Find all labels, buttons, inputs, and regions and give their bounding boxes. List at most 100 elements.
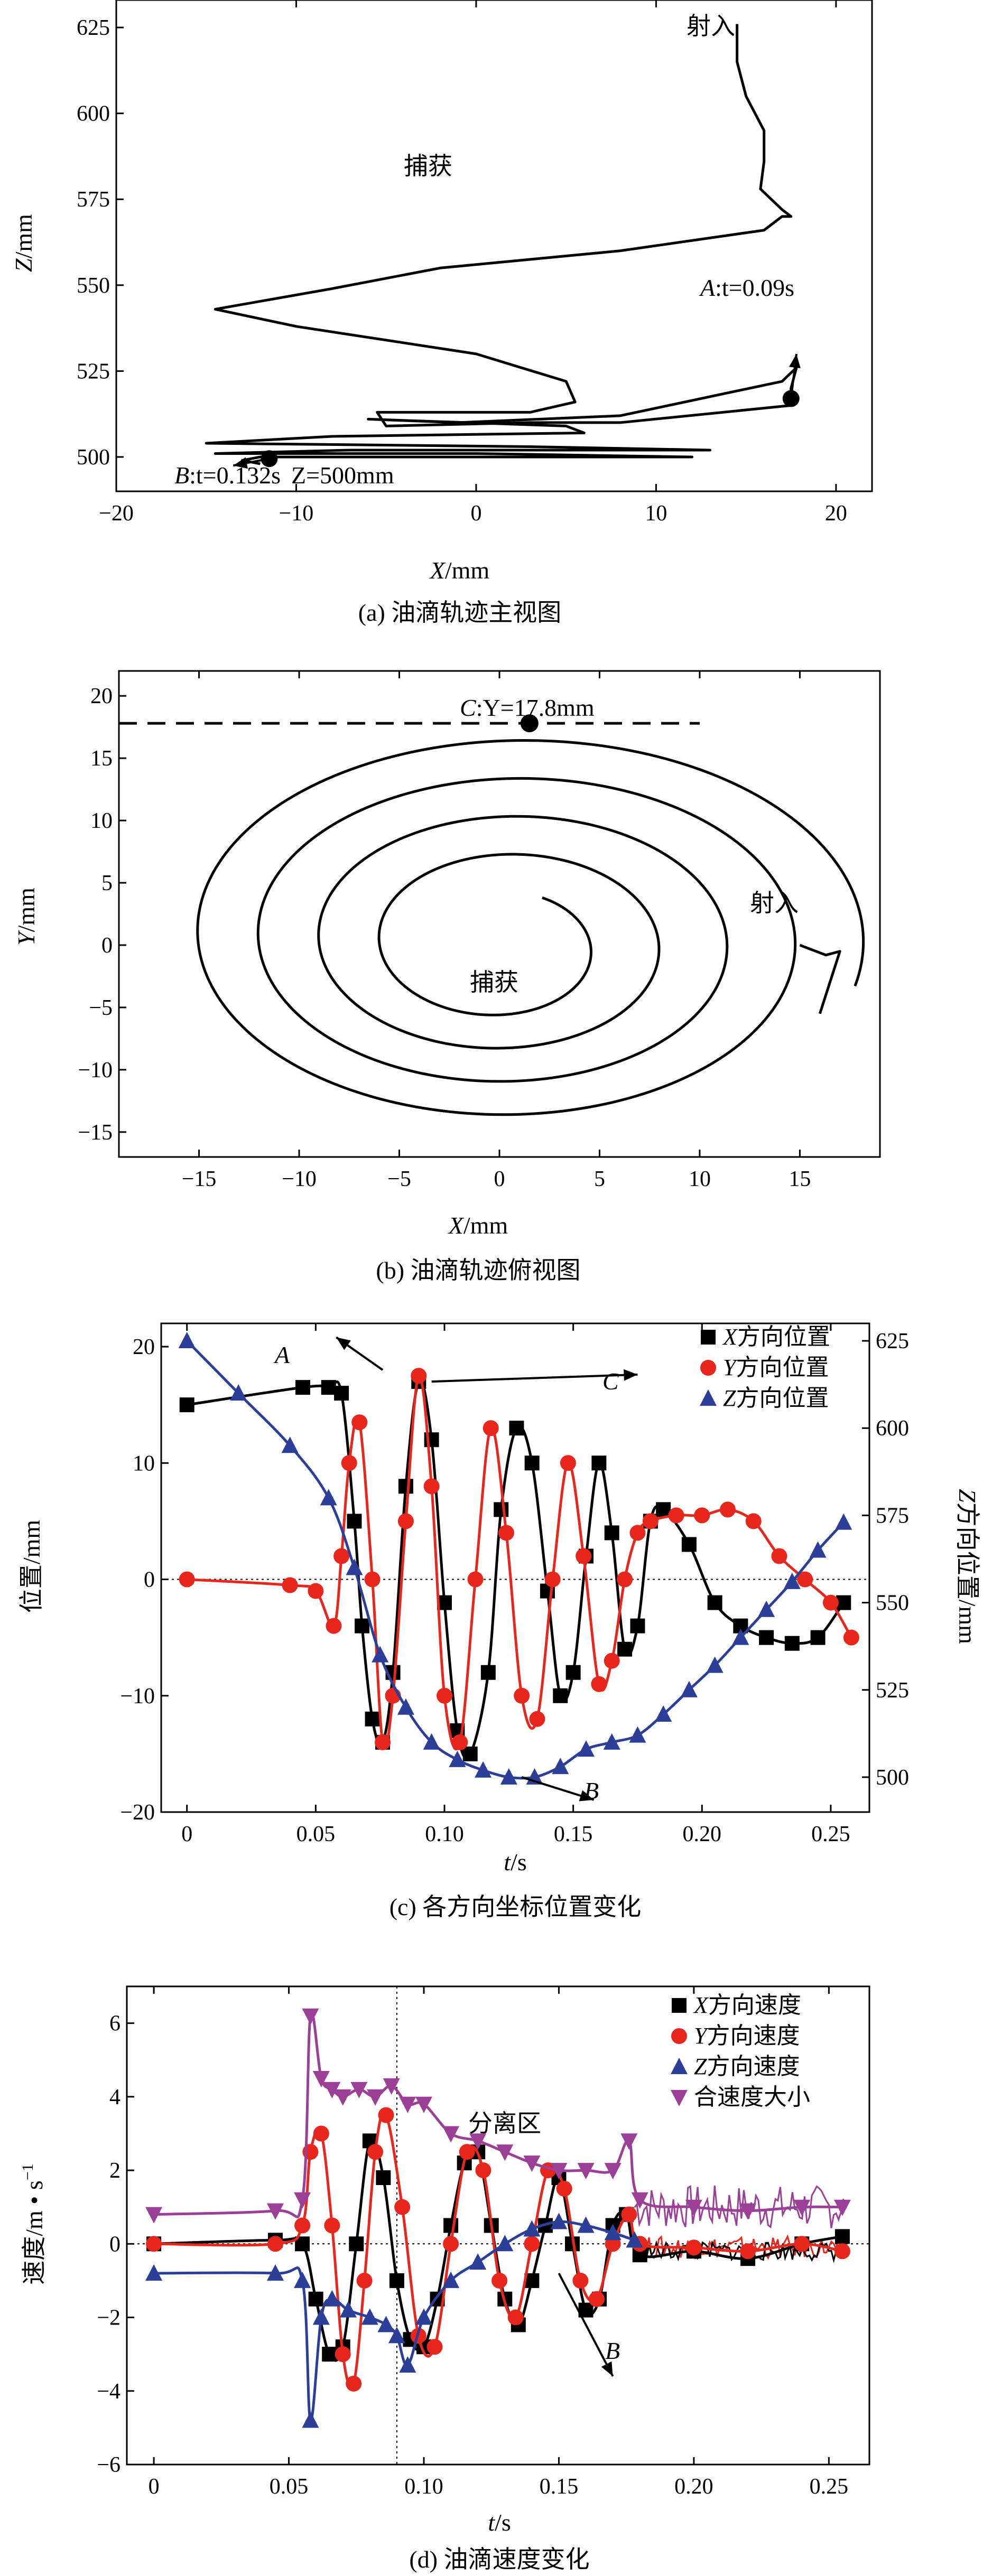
panel-b-x-ticks: −15 −10 −5 0 5 10 15: [182, 671, 811, 1191]
panel-a-point-a-marker: [782, 390, 800, 407]
panel-c-marker-y: [467, 1571, 484, 1588]
panel-d-marker-resultant: [312, 2071, 330, 2088]
panel-d-marker-z: [442, 2271, 460, 2288]
panel-d-marker-y: [621, 2206, 637, 2223]
panel-c-series-line-x: [187, 1379, 845, 1759]
panel-a-x-tick-label: −20: [99, 501, 134, 526]
panel-b-inject-label: 射入: [750, 890, 799, 917]
panel-b-y-tick-label: 0: [101, 934, 113, 958]
panel-b-y-tick-label: 20: [90, 684, 113, 708]
panel-c-legend-label-y: Y方向位置: [723, 1355, 829, 1380]
panel-c-caption: (c) 各方向坐标位置变化: [390, 1893, 642, 1920]
panel-c-marker-z: [397, 1698, 414, 1715]
panel-d-x-axis-label: t/s: [488, 2509, 511, 2536]
panel-d-marker-resultant: [442, 2126, 460, 2143]
panel-a-y-tick-label: 525: [77, 359, 110, 384]
panel-c-marker-z: [178, 1332, 196, 1349]
panel-c-x-tick-label: 0.10: [425, 1822, 464, 1846]
panel-c-y2-tick-label: 500: [876, 1766, 909, 1790]
panel-c-x-tick-label: 0.05: [296, 1822, 336, 1846]
panel-d-marker-resultant: [383, 2078, 400, 2095]
panel-d-y-tick-label: 2: [109, 2159, 120, 2183]
panel-c-marker-x: [334, 1386, 349, 1401]
panel-d-marker-z: [388, 2327, 405, 2344]
panel-b-y-tick-label: −5: [89, 996, 113, 1020]
panel-d-y-tick-label: 0: [109, 2232, 120, 2256]
panel-a-x-axis-label: X/mm: [429, 557, 490, 584]
panel-b-x-tick-label: 15: [789, 1167, 811, 1191]
panel-c-label-a: A: [273, 1341, 290, 1368]
panel-b-point-c-label: C:Y=17.8mm: [460, 694, 595, 721]
panel-d-marker-y: [146, 2236, 162, 2252]
panel-d-marker-z: [302, 2411, 319, 2428]
panel-c-marker-z: [732, 1628, 749, 1645]
panel-d-marker-resultant: [496, 2144, 514, 2161]
panel-b-y-tick-label: 5: [101, 871, 113, 895]
panel-c-marker-x: [810, 1630, 826, 1645]
panel-d-marker-z: [469, 2253, 487, 2270]
panel-a-point-b-label: B:t=0.132s Z=500mm: [174, 462, 394, 489]
panel-c-marker-z: [578, 1740, 595, 1757]
panel-c-plot-frame: [160, 1322, 870, 1813]
panel-d-y-axis-label: 速度/m • s−1: [19, 2163, 48, 2285]
panel-c-legend: X方向位置 Y方向位置 Z方向位置: [700, 1324, 830, 1411]
panel-c-marker-z: [809, 1541, 827, 1558]
panel-d-marker-resultant: [367, 2089, 384, 2106]
panel-d-marker-x: [349, 2236, 364, 2252]
panel-b-x-tick-label: 0: [494, 1167, 505, 1191]
panel-d-arrow-b-shaft: [558, 2273, 614, 2377]
panel-d-marker-x: [308, 2291, 323, 2307]
panel-c-arrow-c-head: [624, 1369, 638, 1381]
panel-d-marker-x: [376, 2170, 391, 2185]
panel-d-marker-x: [389, 2273, 404, 2288]
panel-c-marker-x: [321, 1380, 336, 1395]
panel-d-marker-resultant: [267, 2203, 284, 2220]
panel-d-marker-y: [556, 2180, 572, 2197]
panel-d-marker-resultant: [334, 2089, 351, 2106]
panel-c-y2-tick-label: 575: [876, 1504, 909, 1528]
panel-d-marker-z: [267, 2264, 284, 2281]
panel-d-marker-resultant: [294, 2192, 311, 2209]
panel-d-marker-y: [294, 2217, 311, 2234]
panel-c-x-axis-label: t/s: [504, 1849, 526, 1875]
panel-b-capture-label: 捕获: [470, 969, 518, 996]
panel-a-y-tick-label: 550: [77, 274, 110, 298]
panel-c-marker-z: [655, 1705, 672, 1722]
panel-c-marker-z: [449, 1750, 466, 1767]
panel-c-legend-marker-z: [700, 1389, 717, 1406]
panel-b-point-c-marker: [520, 714, 539, 733]
panel-a-y-axis-label: Z/mm: [10, 214, 37, 272]
panel-c-arrows: [336, 1336, 638, 1802]
panel-c-marker-y: [720, 1501, 736, 1518]
panel-a-y-tick-label: 575: [77, 188, 110, 212]
panel-d-plot-frame: [126, 1985, 870, 2466]
panel-d-marker-z: [496, 2235, 514, 2252]
panel-a-y-tick-label: 625: [77, 16, 110, 40]
panel-c-marker-y: [179, 1571, 195, 1588]
panel-c-marker-x: [462, 1746, 478, 1761]
panel-a-inject-label: 射入: [687, 13, 735, 40]
panel-c-y-tick-label: 20: [133, 1335, 155, 1359]
panel-c-marker-z: [230, 1384, 247, 1401]
panel-d-legend-marker-resultant: [671, 2090, 688, 2106]
panel-d-marker-z: [415, 2308, 432, 2325]
panel-b-y-tick-label: −15: [78, 1121, 113, 1145]
panel-c-marker-x: [347, 1514, 362, 1529]
panel-c-x-tick-label: 0: [181, 1822, 192, 1846]
panel-c-marker-y: [397, 1513, 414, 1529]
panel-d-marker-x: [834, 2229, 850, 2244]
panel-a-caption: (a) 油滴轨迹主视图: [358, 599, 562, 626]
panel-d-marker-z: [145, 2264, 163, 2281]
panel-b: −15 −10 −5 0 5 10 15 −15 −10 −5 0 5 10 15 20 C:Y=17.8…: [13, 670, 881, 1284]
panel-d-marker-resultant: [620, 2133, 638, 2150]
panel-c-legend-label-x: X方向位置: [722, 1324, 830, 1350]
panel-d-marker-z: [577, 2216, 595, 2233]
panel-c-y2-tick-label: 550: [876, 1591, 909, 1616]
panel-d-marker-resultant: [793, 2199, 811, 2216]
panel-d-legend-label-resultant: 合速度大小: [694, 2084, 810, 2110]
panel-c-legend-marker-x: [701, 1330, 716, 1345]
panel-d-marker-resultant: [302, 2008, 319, 2025]
panel-c-arrow-c-shaft: [431, 1373, 638, 1383]
panel-b-x-axis-label: X/mm: [448, 1212, 508, 1239]
panel-c-marker-z: [372, 1646, 389, 1663]
